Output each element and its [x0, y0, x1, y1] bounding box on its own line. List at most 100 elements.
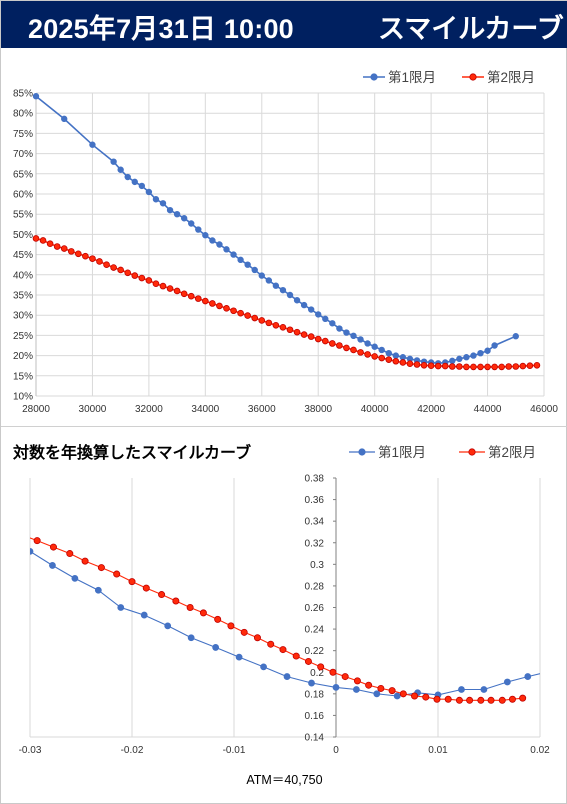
series-2-point — [97, 564, 105, 572]
series-2-point — [329, 340, 336, 347]
series-2-point — [49, 543, 57, 551]
y-tick-label: 0.32 — [305, 538, 325, 549]
series-1-point — [286, 291, 294, 299]
x-tick-label: -0.01 — [223, 745, 246, 756]
legend-label: 第2限月 — [488, 444, 536, 460]
x-tick-label: 40000 — [361, 404, 389, 415]
series-2-point — [227, 622, 235, 630]
series-1-point — [350, 332, 357, 340]
series-2-point — [491, 363, 498, 371]
series-2-point — [113, 570, 121, 578]
series-2-point — [117, 266, 124, 274]
series-2-point — [365, 681, 373, 689]
series-1-point — [449, 357, 456, 365]
series-1-point — [392, 352, 400, 359]
series-1-point — [480, 686, 488, 693]
series-2-point — [75, 250, 82, 258]
y-tick-label: 0.16 — [305, 711, 325, 722]
series-1-point — [164, 622, 172, 630]
legend-label: 第2限月 — [487, 69, 535, 85]
y-tick-label: 50% — [13, 230, 33, 241]
series-2-point — [251, 314, 259, 322]
y-tick-label: 65% — [13, 169, 33, 180]
series-1-point — [124, 173, 131, 181]
series-1-point — [265, 277, 273, 284]
series-2-point — [216, 302, 223, 310]
series-2-point — [470, 363, 477, 371]
series-1-point — [332, 683, 340, 691]
series-2-point — [124, 269, 132, 277]
series-1-point — [283, 673, 291, 680]
series-2-point — [53, 243, 61, 250]
series-2-point — [329, 668, 337, 676]
x-tick-label: 46000 — [530, 404, 558, 415]
series-1-point — [202, 232, 209, 239]
series-1-point — [94, 586, 102, 594]
series-2-point — [377, 684, 385, 692]
series-2-point — [427, 362, 435, 370]
series-2-point — [214, 615, 222, 623]
legend-swatch-marker — [358, 448, 366, 456]
x-tick-label: 36000 — [248, 404, 276, 415]
y-tick-label: 45% — [13, 250, 33, 261]
series-2-point — [138, 274, 146, 282]
series-2-point — [186, 603, 194, 611]
x-tick-label: 0.01 — [428, 745, 448, 756]
series-1-point — [279, 286, 287, 294]
series-2-point — [512, 363, 520, 370]
series-2-point — [498, 696, 506, 704]
series-2-point — [505, 363, 513, 370]
series-2-point — [272, 321, 280, 329]
series-1-point — [315, 311, 322, 318]
series-2-point — [371, 353, 378, 360]
series-1-point — [293, 297, 301, 304]
series-1-point — [30, 547, 34, 555]
y-tick-label: 70% — [13, 149, 33, 160]
y-tick-label: 10% — [13, 392, 33, 403]
y-tick-label: 75% — [13, 129, 33, 140]
series-1-point — [166, 206, 174, 214]
series-2-point — [96, 258, 103, 265]
series-1-point — [373, 690, 381, 698]
y-tick-label: 0.24 — [305, 625, 325, 636]
x-tick-label: 28000 — [22, 404, 50, 415]
series-1-point — [329, 320, 336, 327]
series-1-point — [308, 679, 315, 687]
legend-label: 第1限月 — [378, 444, 426, 460]
series-2-point — [487, 696, 495, 704]
series-2-point — [180, 290, 188, 298]
series-2-point — [498, 363, 505, 371]
y-tick-label: 0.28 — [305, 581, 325, 592]
series-1-point — [456, 355, 463, 363]
series-2-point — [357, 349, 364, 356]
legend-swatch-marker — [469, 73, 477, 81]
x-tick-label: 38000 — [304, 404, 332, 415]
series-2-point — [441, 362, 449, 370]
series-1-point — [145, 188, 153, 196]
series-2-point — [455, 696, 463, 704]
series-2-point — [187, 292, 195, 300]
series-line-2 — [35, 237, 537, 368]
series-1-point — [209, 237, 216, 244]
series-2-point — [172, 597, 180, 605]
series-2-point — [420, 361, 428, 369]
series-2-point — [60, 245, 68, 252]
x-tick-label: -0.02 — [121, 745, 144, 756]
series-1-point — [272, 282, 280, 289]
series-1-point — [237, 256, 244, 264]
series-1-point — [49, 562, 56, 569]
series-2-point — [267, 640, 275, 648]
y-tick-label: 0.34 — [305, 517, 325, 528]
series-1-point — [470, 352, 477, 359]
y-tick-label: 25% — [13, 331, 33, 342]
series-1-point — [173, 210, 181, 218]
series-1-point — [322, 315, 329, 323]
y-tick-label: 0.2 — [310, 668, 324, 679]
series-1-point — [71, 574, 79, 582]
series-2-point — [444, 695, 452, 703]
series-1-point — [364, 340, 371, 347]
series-2-point — [508, 695, 516, 703]
series-2-point — [159, 282, 167, 290]
series-2-point — [378, 354, 386, 362]
